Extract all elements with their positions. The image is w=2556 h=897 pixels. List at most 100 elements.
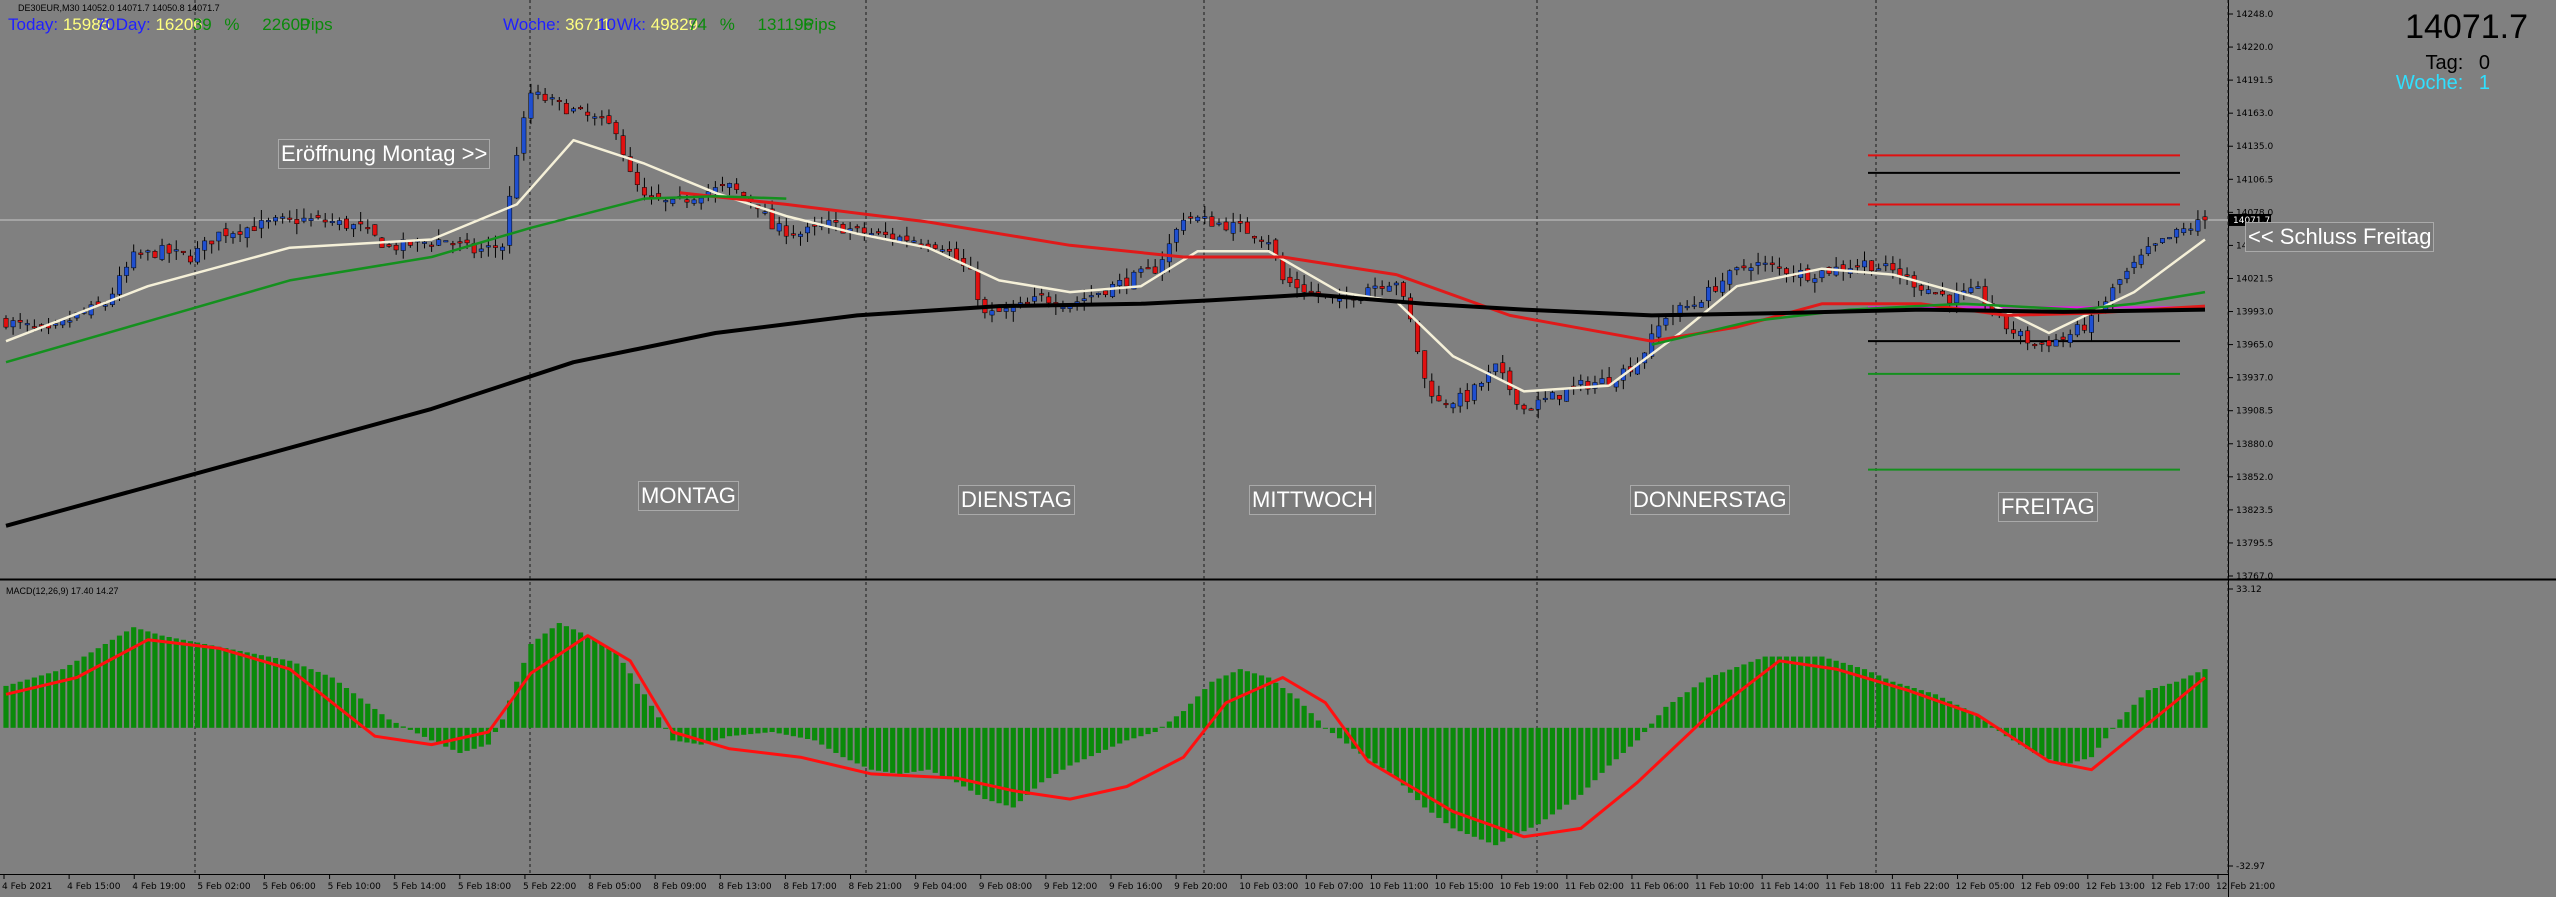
macd-bar	[1301, 705, 1307, 728]
woche-label: Woche:	[2395, 72, 2464, 94]
macd-bar	[2117, 719, 2123, 728]
candle-body	[1819, 270, 1825, 279]
macd-bar	[755, 727, 761, 734]
macd-bar	[131, 627, 137, 728]
candle-body	[1904, 274, 1910, 277]
candle-body	[308, 218, 314, 221]
candle-body	[2039, 342, 2045, 345]
macd-bar	[1180, 711, 1187, 728]
candle-body	[1784, 268, 1789, 274]
macd-bar	[322, 674, 328, 728]
candle-body	[287, 217, 293, 220]
macd-bar	[2110, 727, 2116, 729]
macd-bar	[1322, 727, 1328, 729]
macd-bar	[535, 638, 541, 728]
week-v3: 49829	[650, 15, 699, 34]
time-tick-label: 12 Feb 05:00	[1956, 882, 2015, 892]
macd-bar	[1145, 727, 1151, 735]
macd-bar	[840, 727, 846, 758]
macd-bar	[1840, 662, 1846, 728]
candle-body	[1748, 267, 1754, 271]
macd-bar	[812, 727, 818, 741]
day-label-mittwoch: MITTWOCH	[1249, 485, 1376, 515]
macd-bar	[2088, 727, 2095, 758]
time-tick-label: 8 Feb 13:00	[718, 882, 772, 892]
time-tick-label: 10 Feb 03:00	[1239, 882, 1298, 892]
candle-body	[1039, 293, 1045, 296]
macd-bar	[1833, 660, 1839, 728]
candle-body	[1195, 216, 1201, 222]
candle-body	[24, 323, 30, 326]
macd-bar	[1514, 727, 1520, 835]
macd-bar	[159, 635, 165, 728]
candle-body	[365, 227, 371, 230]
candle-body	[315, 215, 321, 218]
candle-body	[1230, 222, 1236, 234]
macd-bar	[499, 719, 506, 728]
candle-body	[2188, 228, 2194, 231]
time-tick-label: 10 Feb 19:00	[1500, 882, 1559, 892]
candle-body	[1166, 243, 1172, 263]
macd-bar	[443, 727, 449, 747]
candle-body	[932, 244, 938, 249]
candle-body	[1138, 268, 1144, 273]
time-axis: 4 Feb 2021 4 Feb 15:00 4 Feb 19:00 5 Feb 02…	[2, 874, 2275, 892]
macd-bar	[819, 727, 825, 745]
macd-bar	[478, 727, 484, 747]
macd-bar	[989, 727, 995, 802]
candle-body	[769, 208, 775, 230]
macd-bar	[17, 681, 23, 728]
macd-bar	[407, 727, 413, 730]
candle-body	[1500, 362, 1506, 374]
macd-bar	[258, 655, 264, 728]
macd-bar	[1691, 687, 1697, 728]
macd-bar	[421, 727, 428, 737]
candle-body	[138, 252, 144, 255]
macd-bar	[577, 632, 584, 728]
candle-body	[1720, 280, 1726, 293]
candle-body	[549, 97, 555, 100]
candle-body	[159, 245, 165, 260]
price-tick-label: 14220.0	[2236, 43, 2273, 53]
candle-body	[2032, 344, 2038, 347]
week-info: Woche: 3671110 Wk: 4982974 % 131196Pips	[503, 15, 836, 35]
macd-bar	[1961, 708, 1967, 728]
candle-body	[1131, 271, 1137, 290]
macd-bar	[726, 727, 733, 737]
tag-label: Tag:	[2425, 52, 2464, 74]
macd-bar	[847, 727, 853, 761]
macd-bar	[2053, 727, 2059, 763]
candle-body	[1117, 280, 1123, 286]
macd-bar	[358, 698, 364, 728]
macd-bar	[31, 677, 37, 728]
price-tick-label: 14021.5	[2236, 274, 2273, 284]
macd-bar	[953, 727, 960, 783]
macd-bar	[1053, 727, 1059, 774]
candle-body	[798, 233, 803, 237]
candle-body	[1337, 298, 1343, 302]
macd-bar	[1755, 659, 1761, 728]
macd-bar	[1152, 727, 1158, 733]
macd-bar	[634, 683, 640, 728]
macd-bar	[1067, 727, 1073, 766]
macd-bar	[1670, 701, 1676, 728]
candle-body	[1741, 265, 1747, 269]
macd-bar	[656, 717, 662, 728]
macd-bar	[1769, 656, 1775, 728]
price-tick-label: 13937.0	[2236, 374, 2273, 384]
candle-body	[1762, 262, 1768, 265]
candle-body	[1890, 263, 1896, 271]
candle-body	[1812, 278, 1818, 283]
macd-bar	[1493, 727, 1499, 846]
candle-body	[1535, 399, 1541, 410]
macd-bar	[1705, 677, 1712, 728]
macd-bar	[308, 669, 314, 728]
macd-bar	[145, 631, 151, 728]
candle-body	[1216, 222, 1222, 225]
macd-bar	[2202, 669, 2208, 728]
macd-bar	[712, 727, 718, 741]
macd-bar	[244, 652, 250, 728]
macd-bar	[854, 727, 860, 764]
candle-body	[1471, 384, 1477, 401]
